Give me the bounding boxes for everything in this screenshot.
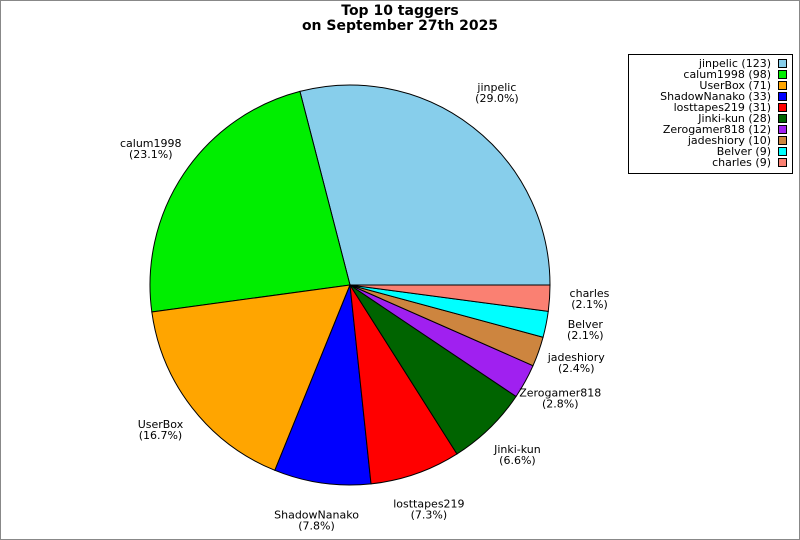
- chart-title: Top 10 taggers: [341, 3, 458, 19]
- slice-label: calum1998: [120, 137, 182, 150]
- slice-label: Zerogamer818: [519, 387, 601, 400]
- pie-slice: [274, 284, 372, 486]
- slice-percent: (2.1%): [567, 329, 604, 342]
- slice-percent: (2.1%): [571, 298, 608, 311]
- legend-swatch: [778, 125, 787, 134]
- slice-percent: (2.8%): [542, 398, 579, 411]
- legend-swatch: [778, 114, 787, 123]
- legend-swatch: [778, 147, 787, 156]
- legend-swatch: [778, 92, 787, 101]
- legend-swatch: [778, 103, 787, 112]
- legend-label: charles (9): [712, 156, 771, 169]
- legend-box: [628, 54, 793, 174]
- slice-percent: (7.8%): [298, 520, 335, 533]
- pie-slice: [349, 284, 551, 312]
- slice-percent: (7.3%): [411, 509, 448, 522]
- slice-label: jadeshiory: [547, 351, 606, 364]
- legend-label: calum1998 (98): [683, 68, 771, 81]
- slice-label: Jinki-kun: [493, 443, 541, 456]
- pie-slice: [151, 284, 351, 471]
- slice-percent: (23.1%): [129, 148, 173, 161]
- slice-label: losttapes219: [393, 498, 464, 511]
- legend-label: losttapes219 (31): [674, 101, 771, 114]
- slice-label: charles: [570, 287, 610, 300]
- legend-swatch: [778, 70, 787, 79]
- slice-percent: (2.4%): [558, 362, 595, 375]
- legend-label: Jinki-kun (28): [697, 112, 771, 125]
- legend-swatch: [778, 158, 787, 167]
- legend-swatch: [778, 59, 787, 68]
- chart-subtitle: on September 27th 2025: [302, 18, 498, 34]
- slice-percent: (29.0%): [475, 92, 519, 105]
- pie-slice: [299, 84, 551, 286]
- legend-label: jinpelic (123): [698, 57, 771, 70]
- legend-label: UserBox (71): [699, 79, 771, 92]
- pie-slice: [149, 90, 351, 313]
- legend-label: jadeshiory (10): [687, 134, 771, 147]
- legend-swatch: [778, 136, 787, 145]
- slice-percent: (6.6%): [499, 454, 536, 467]
- slice-label: Belver: [568, 318, 604, 331]
- slice-percent: (16.7%): [139, 429, 183, 442]
- legend-swatch: [778, 81, 787, 90]
- slice-label: UserBox: [138, 418, 184, 431]
- slice-label: ShadowNanako: [274, 509, 359, 522]
- legend-label: Belver (9): [717, 145, 771, 158]
- legend-label: Zerogamer818 (12): [663, 123, 771, 136]
- slice-label: jinpelic: [476, 81, 516, 94]
- legend-label: ShadowNanako (33): [660, 90, 771, 103]
